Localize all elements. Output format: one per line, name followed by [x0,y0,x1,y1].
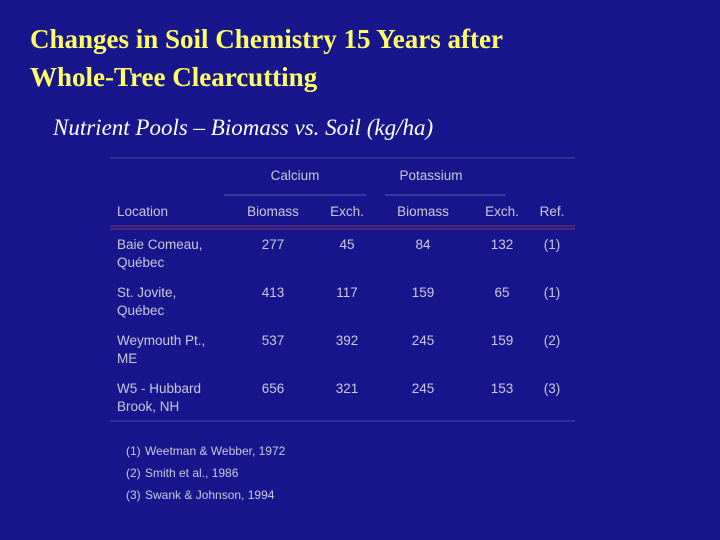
title-line: Changes in Soil Chemistry 15 Years after [30,24,503,54]
column-header: Biomass [247,204,299,219]
cell: 132 [491,237,514,252]
group-header: Potassium [399,168,462,183]
cell: 413 [262,285,285,300]
footnote-marker: (1) [126,444,141,458]
column-header: Exch. [330,204,364,219]
location: St. Jovite, [117,285,176,300]
footnote-marker: (3) [126,488,141,502]
column-header: Location [117,204,168,219]
location: Québec [117,255,165,270]
cell: 84 [415,237,431,252]
cell: 153 [491,381,514,396]
subtitle: Nutrient Pools – Biomass vs. Soil (kg/ha… [52,115,433,140]
cell: 159 [491,333,514,348]
cell: 65 [494,285,509,300]
column-header: Biomass [397,204,449,219]
cell: (1) [544,285,561,300]
cell: 656 [262,381,285,396]
cell: (3) [544,381,561,396]
footnote-text: Weetman & Webber, 1972 [145,444,286,458]
cell: (1) [544,237,561,252]
location: Baie Comeau, [117,237,203,252]
cell: 321 [336,381,359,396]
cell: 45 [339,237,354,252]
cell: 537 [262,333,285,348]
cell: 392 [336,333,359,348]
location: Brook, NH [117,399,179,414]
footnote-text: Swank & Johnson, 1994 [145,488,275,502]
cell: (2) [544,333,561,348]
group-header: Calcium [271,168,320,183]
location: W5 - Hubbard [117,381,201,396]
column-header: Ref. [540,204,565,219]
location: Québec [117,303,165,318]
location: Weymouth Pt., [117,333,205,348]
cell: 159 [412,285,435,300]
cell: 245 [412,333,435,348]
cell: 245 [412,381,435,396]
location: ME [117,351,137,366]
cell: 117 [336,285,358,300]
footnote-marker: (2) [126,466,141,480]
title-line: Whole-Tree Clearcutting [30,62,318,92]
cell: 277 [262,237,285,252]
column-header: Exch. [485,204,519,219]
footnote-text: Smith et al., 1986 [145,466,239,480]
